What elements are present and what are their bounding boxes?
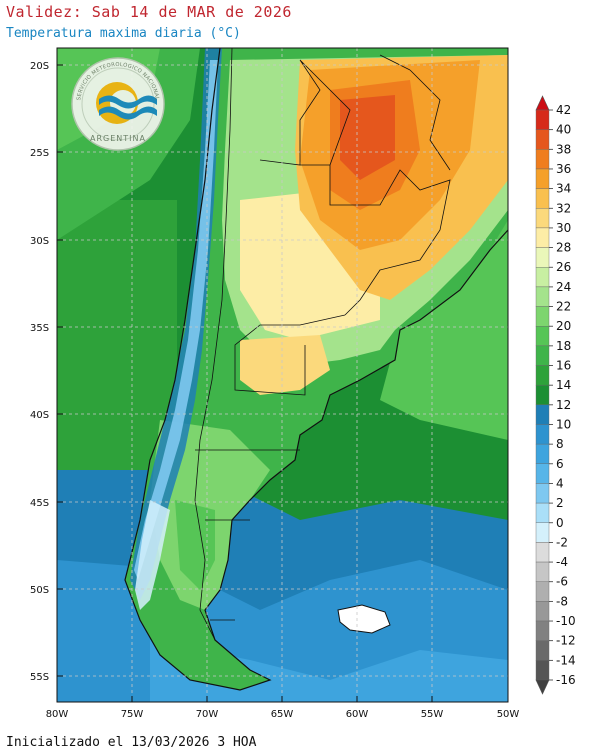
lon-label-50w: 50W [497, 709, 520, 720]
colorbar-label: 28 [556, 241, 571, 255]
colorbar-segment [535, 365, 550, 386]
lon-label-60w: 60W [346, 709, 369, 720]
colorbar-segment [535, 601, 550, 622]
colorbar-segment [535, 384, 550, 406]
colorbar-label: -8 [556, 594, 568, 608]
colorbar: 424038363432302826242220181614121086420-… [535, 95, 576, 695]
colorbar-label: -14 [556, 653, 576, 667]
colorbar-segment [535, 227, 550, 248]
colorbar-segment [535, 286, 550, 307]
lat-label-55s: 55S [30, 672, 49, 683]
colorbar-segment [535, 483, 550, 504]
lon-label-70w: 70W [196, 709, 219, 720]
colorbar-label: 8 [556, 437, 564, 451]
colorbar-segment [535, 326, 550, 347]
lat-label-30s: 30S [30, 236, 49, 247]
logo-country-text: ARGENTINA [90, 134, 146, 143]
lon-label-65w: 65W [271, 709, 294, 720]
smn-logo: SERVICIO METEOROLOGICO NACIONAL ARGENTIN… [71, 57, 165, 151]
colorbar-label: -12 [556, 634, 576, 648]
colorbar-label: 22 [556, 300, 571, 314]
colorbar-label: 32 [556, 201, 571, 215]
colorbar-segment [535, 404, 550, 425]
colorbar-label: 6 [556, 457, 564, 471]
colorbar-label: 42 [556, 103, 571, 117]
colorbar-label: -4 [556, 555, 568, 569]
lon-label-80w: 80W [46, 709, 69, 720]
lon-label-55w: 55W [421, 709, 444, 720]
lat-label-50s: 50S [30, 585, 49, 596]
lat-label-45s: 45S [30, 498, 49, 509]
colorbar-segment [535, 306, 550, 327]
colorbar-label: 18 [556, 339, 571, 353]
colorbar-segment [535, 267, 550, 288]
lat-label-20s: 20S [30, 61, 49, 72]
colorbar-segment [535, 542, 550, 563]
lat-label-35s: 35S [30, 323, 49, 334]
lat-label-25s: 25S [30, 148, 49, 159]
colorbar-segment [535, 208, 550, 229]
lat-label-40s: 40S [30, 410, 49, 421]
colorbar-segment [535, 502, 550, 523]
lon-label-75w: 75W [121, 709, 144, 720]
colorbar-segment [535, 129, 550, 150]
colorbar-segment [535, 188, 550, 209]
colorbar-label: 0 [556, 516, 564, 530]
variable-subtitle: Temperatura maxima diaria (°C) [6, 26, 241, 41]
colorbar-segment [535, 345, 550, 366]
colorbar-label: 12 [556, 398, 571, 412]
colorbar-label: 26 [556, 260, 571, 274]
validity-title: Validez: Sab 14 de MAR de 2026 [6, 3, 292, 21]
colorbar-label: -2 [556, 535, 568, 549]
colorbar-label: 36 [556, 162, 571, 176]
colorbar-label: 16 [556, 359, 571, 373]
colorbar-label: -10 [556, 614, 576, 628]
colorbar-segment [535, 149, 550, 170]
colorbar-segment [535, 620, 550, 641]
colorbar-label: 38 [556, 142, 571, 156]
colorbar-segment [535, 640, 550, 661]
colorbar-label: 24 [556, 280, 571, 294]
colorbar-segment [535, 443, 550, 464]
colorbar-label: -6 [556, 575, 568, 589]
colorbar-label: 34 [556, 182, 571, 196]
colorbar-segment [535, 660, 550, 681]
colorbar-label: 14 [556, 378, 571, 392]
colorbar-segment [535, 424, 550, 445]
colorbar-segment [535, 168, 550, 189]
colorbar-max-arrow [535, 95, 550, 111]
colorbar-segment [535, 247, 550, 268]
colorbar-segment [535, 522, 550, 543]
colorbar-label: 10 [556, 417, 571, 431]
initialized-footer: Inicializado el 13/03/2026 3 HOA [6, 735, 257, 750]
colorbar-segment [535, 109, 550, 130]
colorbar-min-arrow [535, 679, 550, 695]
colorbar-segment [535, 561, 550, 582]
colorbar-label: -16 [556, 673, 576, 687]
colorbar-label: 2 [556, 496, 564, 510]
colorbar-label: 40 [556, 123, 571, 137]
colorbar-label: 20 [556, 319, 571, 333]
colorbar-label: 4 [556, 476, 564, 490]
colorbar-segment [535, 463, 550, 484]
colorbar-segment [535, 581, 550, 602]
colorbar-label: 30 [556, 221, 571, 235]
